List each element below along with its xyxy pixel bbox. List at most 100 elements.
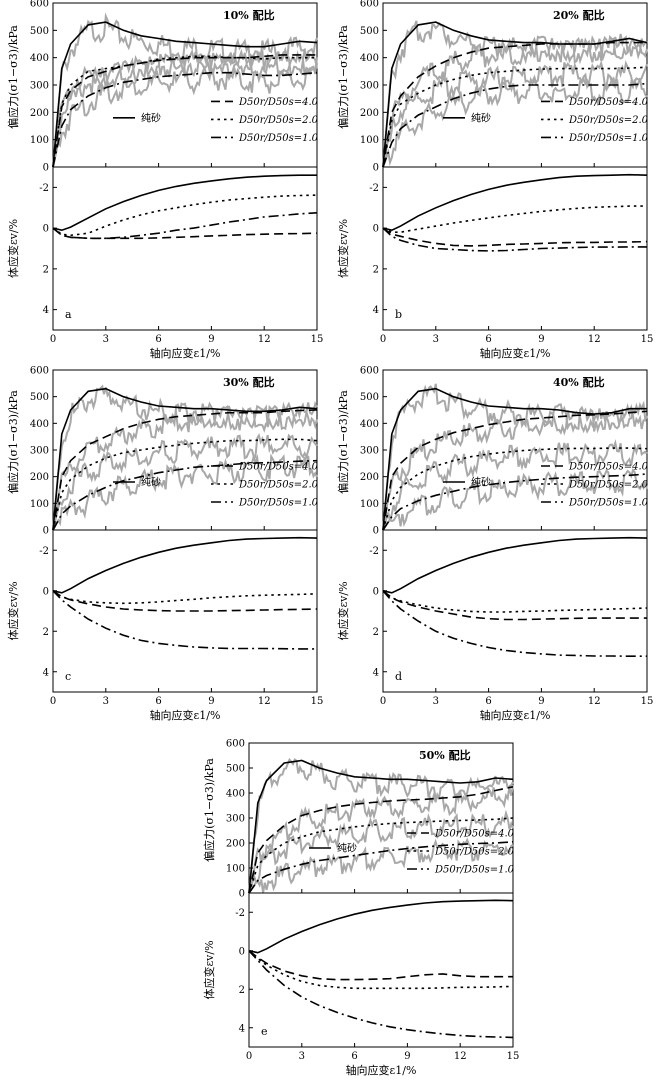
x-tick-label: 12 <box>258 334 271 345</box>
stress-y-tick-label: 500 <box>30 26 49 37</box>
stress-y-tick-label: 300 <box>360 81 379 92</box>
volume-y-tick-label: 2 <box>239 985 245 996</box>
volume-series-line-4 <box>52 590 317 650</box>
volume-axes-frame <box>52 166 318 331</box>
volume-y-tick-label: 2 <box>43 627 49 638</box>
stress-raw-trace-2 <box>382 402 648 531</box>
x-tick-label: 9 <box>208 696 214 707</box>
stress-y-tick-label: 200 <box>30 472 49 483</box>
volume-y-tick-label: 0 <box>43 224 49 235</box>
x-axis-label: 轴向应变ε1/% <box>150 708 221 722</box>
stress-series-line-2 <box>382 41 647 168</box>
volume-series-line-1 <box>248 899 514 954</box>
panel-label: a <box>65 308 72 321</box>
stress-series-line-3 <box>382 447 648 531</box>
volume-y-tick-label: 4 <box>373 667 379 678</box>
stress-y-tick-label: 0 <box>43 163 49 174</box>
stress-y-tick-label: 300 <box>360 446 379 457</box>
stress-y-tick-label: 500 <box>360 392 379 403</box>
stress-y-tick-label: 400 <box>226 789 245 800</box>
volume-series-line-1 <box>52 536 318 594</box>
stress-raw-trace-4 <box>382 76 648 168</box>
volume-y-tick-label: 2 <box>373 264 379 275</box>
legend-label: D50r/D50s=1.0 <box>434 865 515 876</box>
x-tick-label: 12 <box>588 334 601 345</box>
legend-label: D50r/D50s=2.0 <box>434 847 515 858</box>
stress-y-tick-label: 100 <box>226 864 245 875</box>
stress-series-line-4 <box>382 473 648 531</box>
stress-raw-trace-1 <box>382 20 648 168</box>
stress-series-line-4 <box>52 459 318 531</box>
stress-y-tick-label: 200 <box>226 839 245 850</box>
stress-raw-trace-4 <box>52 65 318 168</box>
volume-y-tick-label: 2 <box>43 264 49 275</box>
x-axis-label: 轴向应变ε1/% <box>346 1063 417 1077</box>
legend: 纯砂 D50r/D50s=4.0 D50r/D50s=2.0 D50r/D50s=1.… <box>443 462 649 509</box>
legend-label: D50r/D50s=4.0 <box>568 97 649 108</box>
x-axis-label: 轴向应变ε1/% <box>480 346 551 360</box>
stress-y-tick-label: 500 <box>226 764 245 775</box>
stress-y-tick-label: 400 <box>30 53 49 64</box>
panel-title: 50% 配比 <box>419 748 471 762</box>
stress-y-tick-label: 100 <box>30 499 49 510</box>
volume-y-tick-label: -2 <box>369 183 379 194</box>
stress-series-line-2 <box>52 54 317 168</box>
legend-label: D50r/D50s=2.0 <box>238 115 319 126</box>
volume-y-tick-label: 0 <box>373 586 379 597</box>
x-tick-label: 6 <box>155 696 161 707</box>
volume-series-line-4 <box>248 950 514 1039</box>
legend-label: D50r/D50s=1.0 <box>568 133 649 144</box>
stress-y-tick-label: 600 <box>30 366 49 377</box>
x-tick-label: 3 <box>299 1051 305 1062</box>
x-tick-label: 15 <box>311 334 324 345</box>
stress-raw-trace-3 <box>52 48 318 168</box>
x-axis-label: 轴向应变ε1/% <box>150 346 221 360</box>
volume-y-tick-label: 4 <box>43 667 49 678</box>
panel-title: 30% 配比 <box>223 375 275 389</box>
volume-series-line-4 <box>52 212 318 240</box>
panel-title: 40% 配比 <box>553 375 605 389</box>
stress-y-tick-label: 300 <box>226 814 245 825</box>
stress-y-tick-label: 100 <box>360 135 379 146</box>
volume-series-line-2 <box>52 227 318 240</box>
volume-series-line-1 <box>382 173 648 232</box>
stress-y-tick-label: 600 <box>226 739 245 750</box>
volume-y-tick-label: -2 <box>235 908 245 919</box>
x-tick-label: 12 <box>258 696 271 707</box>
volume-axes-frame <box>382 166 648 331</box>
panel-title: 10% 配比 <box>223 8 275 22</box>
stress-y-tick-label: 0 <box>239 889 245 900</box>
stress-y-tick-label: 400 <box>360 53 379 64</box>
x-tick-label: 12 <box>588 696 601 707</box>
stress-y-tick-label: 0 <box>373 526 379 537</box>
volume-y-axis-label: 体应变εv/% <box>6 581 20 640</box>
x-tick-label: 15 <box>641 334 654 345</box>
x-tick-label: 6 <box>155 334 161 345</box>
stress-y-axis-label: 偏应力(σ1−σ3)/kPa <box>6 25 20 129</box>
volume-series-line-4 <box>382 227 647 252</box>
x-tick-label: 15 <box>311 696 324 707</box>
stress-raw-trace-4 <box>52 453 318 531</box>
legend: 纯砂 D50r/D50s=4.0 D50r/D50s=2.0 D50r/D50s=1.… <box>309 829 515 876</box>
volume-y-tick-label: 0 <box>239 946 245 957</box>
stress-series-line-4 <box>248 841 514 894</box>
stress-y-tick-label: 0 <box>373 163 379 174</box>
legend-label: D50r/D50s=4.0 <box>568 462 649 473</box>
volume-series-line-3 <box>52 590 318 605</box>
stress-raw-trace-4 <box>248 837 514 894</box>
x-axis-label: 轴向应变ε1/% <box>480 708 551 722</box>
legend-label: D50r/D50s=4.0 <box>238 97 319 108</box>
stress-raw-trace-3 <box>248 809 514 894</box>
stress-y-axis-label: 偏应力(σ1−σ3)/kPa <box>6 390 20 494</box>
stress-series-line-2 <box>52 409 318 531</box>
volume-y-tick-label: 0 <box>43 586 49 597</box>
x-tick-label: 3 <box>103 696 109 707</box>
volume-series-line-4 <box>382 590 647 658</box>
x-tick-label: 9 <box>538 696 544 707</box>
